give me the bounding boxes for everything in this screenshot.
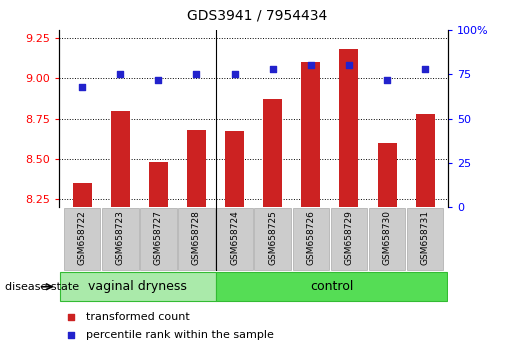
Text: GSM658727: GSM658727 [154,210,163,265]
Text: GSM658724: GSM658724 [230,210,239,265]
Bar [60,272,215,301]
Bar [64,209,100,269]
Bar [377,143,397,207]
Bar [225,131,244,207]
Point [154,77,162,82]
Bar [178,209,215,269]
Bar [407,209,443,269]
Text: GSM658725: GSM658725 [268,210,277,265]
Point [67,332,75,337]
Text: control: control [310,280,353,293]
Text: GSM658729: GSM658729 [345,210,353,265]
Bar [111,110,130,207]
Bar [293,209,329,269]
Point [269,66,277,72]
Text: GSM658723: GSM658723 [116,210,125,265]
Bar [187,130,206,207]
Text: GSM658730: GSM658730 [383,210,391,265]
Bar [331,209,367,269]
Text: GSM658728: GSM658728 [192,210,201,265]
Bar [416,114,435,207]
Text: disease state: disease state [5,282,79,292]
Bar [369,209,405,269]
Bar [73,183,92,207]
Bar [215,272,448,301]
Bar [263,99,282,207]
Text: transformed count: transformed count [87,312,190,322]
Point [383,77,391,82]
Point [116,72,124,77]
Text: GSM658731: GSM658731 [421,210,430,265]
Text: GSM658722: GSM658722 [78,210,87,265]
Text: vaginal dryness: vaginal dryness [88,280,187,293]
Text: GSM658726: GSM658726 [306,210,315,265]
Bar [140,209,177,269]
Text: GDS3941 / 7954434: GDS3941 / 7954434 [187,9,328,23]
Point [421,66,430,72]
Point [307,63,315,68]
Bar [254,209,291,269]
Bar [102,209,139,269]
Point [230,72,238,77]
Bar [339,50,358,207]
Point [192,72,200,77]
Bar [216,209,253,269]
Point [78,84,86,90]
Point [345,63,353,68]
Text: percentile rank within the sample: percentile rank within the sample [87,330,274,339]
Bar [149,162,168,207]
Bar [301,62,320,207]
Point [67,314,75,320]
